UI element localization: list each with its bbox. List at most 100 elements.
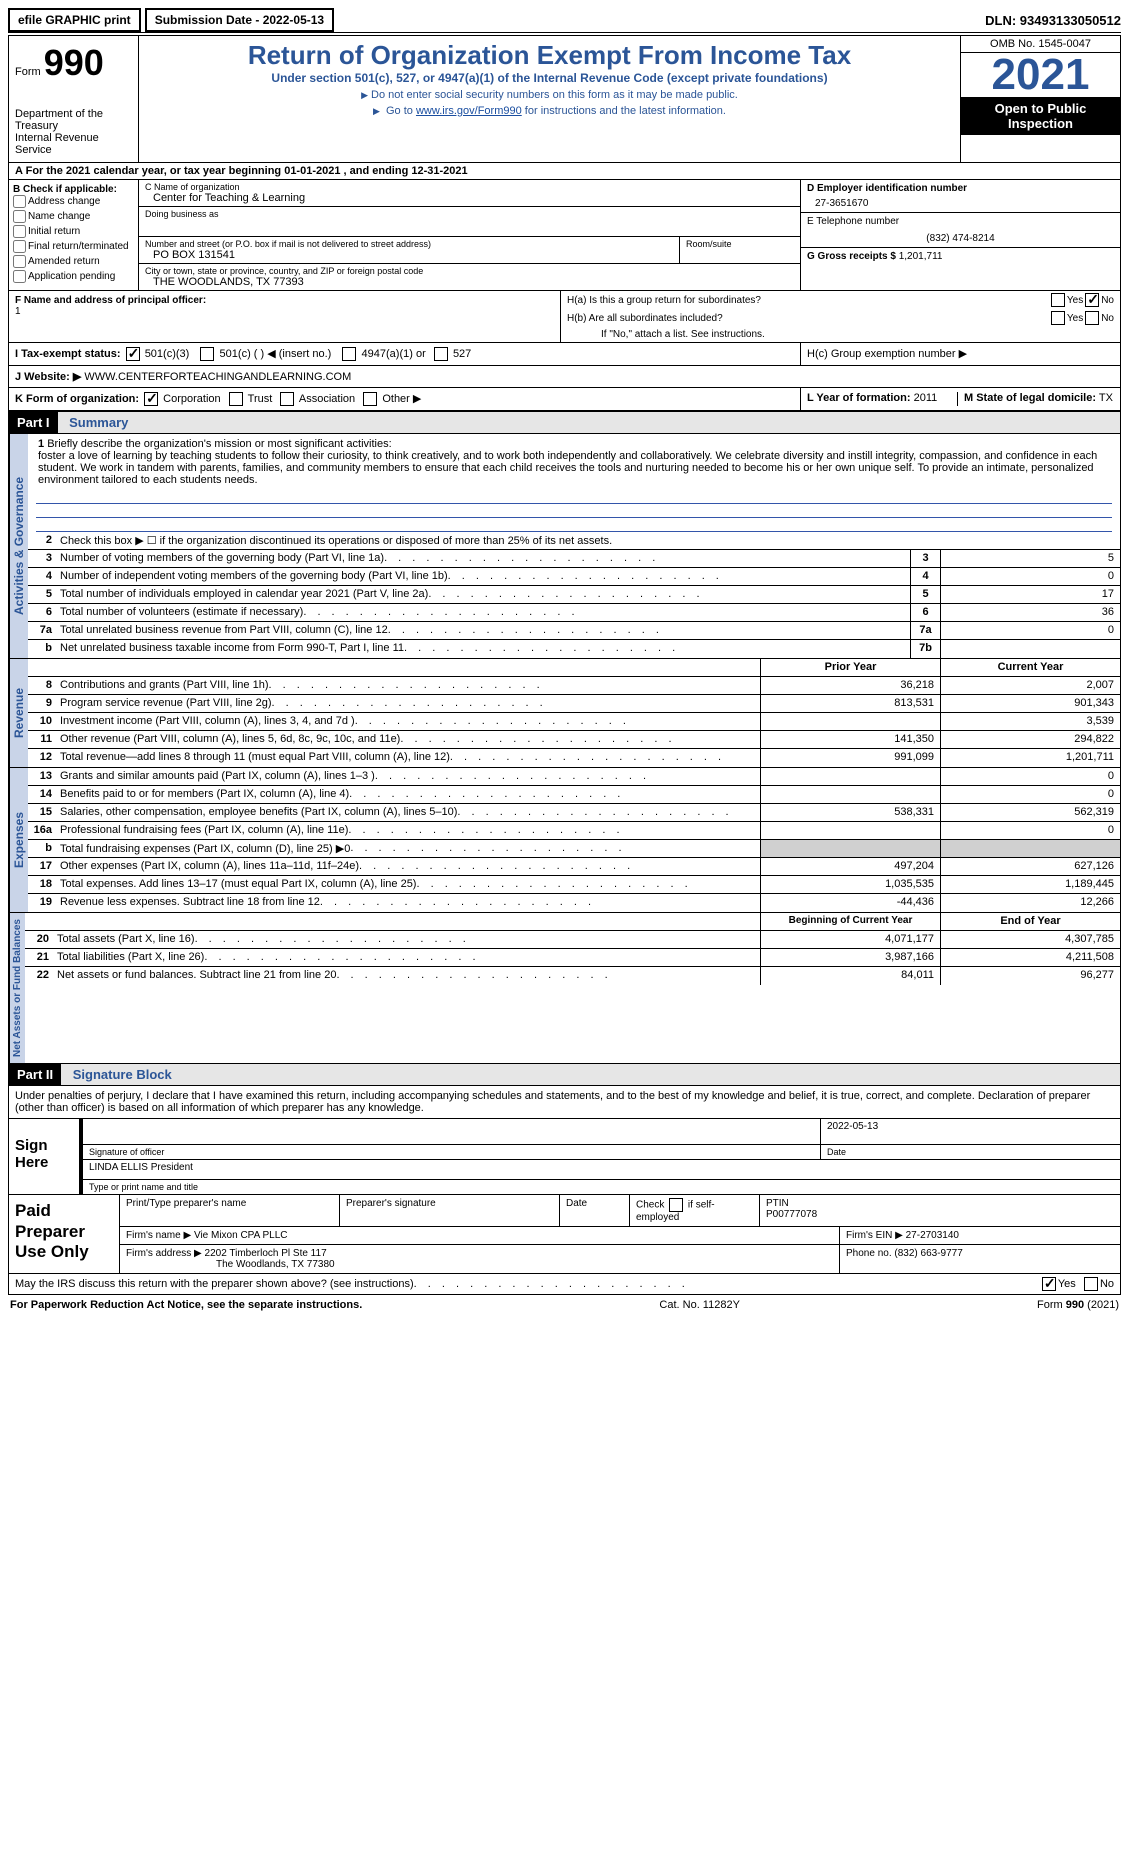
irs-link[interactable]: www.irs.gov/Form990: [416, 105, 522, 117]
firm-addr1: 2202 Timberloch Pl Ste 117: [205, 1248, 327, 1259]
self-employed: Check if self-employed: [630, 1195, 760, 1226]
chk-527[interactable]: [434, 347, 448, 361]
firm-ein-value: 27-2703140: [906, 1230, 959, 1241]
net-assets-section: Net Assets or Fund Balances Beginning of…: [8, 913, 1121, 1064]
paid-preparer-block: Paid Preparer Use Only Print/Type prepar…: [8, 1195, 1121, 1274]
chk-amended[interactable]: Amended return: [13, 255, 134, 268]
row-j: J Website: ▶ WWW.CENTERFORTEACHINGANDLEA…: [9, 366, 1120, 387]
part-2-header: Part II Signature Block: [8, 1064, 1121, 1086]
box-b: B Check if applicable: Address change Na…: [9, 180, 139, 290]
firm-name-value: Vie Mixon CPA PLLC: [194, 1230, 288, 1241]
ha-no[interactable]: [1085, 293, 1099, 307]
room-label: Room/suite: [686, 239, 794, 249]
hb-label: H(b) Are all subordinates included?: [567, 313, 1049, 324]
footer: For Paperwork Reduction Act Notice, see …: [8, 1295, 1121, 1315]
dba-label: Doing business as: [145, 209, 794, 219]
activities-governance-section: Activities & Governance 1 Briefly descri…: [8, 434, 1121, 659]
org-name-value: Center for Teaching & Learning: [145, 192, 794, 204]
table-row: 16aProfessional fundraising fees (Part I…: [28, 822, 1120, 840]
chk-4947[interactable]: [342, 347, 356, 361]
hb-yes[interactable]: [1051, 311, 1065, 325]
table-row: 13Grants and similar amounts paid (Part …: [28, 768, 1120, 786]
firm-ein-label: Firm's EIN ▶: [846, 1230, 903, 1241]
table-row: 5Total number of individuals employed in…: [28, 586, 1120, 604]
blank-line: [36, 490, 1112, 504]
table-row: 12Total revenue—add lines 8 through 11 (…: [28, 749, 1120, 767]
form-990-page: efile GRAPHIC print Submission Date - 20…: [0, 0, 1129, 1323]
sign-here-label: Sign Here: [9, 1119, 79, 1194]
efile-print-button[interactable]: efile GRAPHIC print: [8, 8, 141, 32]
chk-corp[interactable]: [144, 392, 158, 406]
dln-label: DLN: 93493133050512: [985, 13, 1121, 28]
discuss-row: May the IRS discuss this return with the…: [8, 1274, 1121, 1295]
table-row: 20Total assets (Part X, line 16)4,071,17…: [25, 931, 1120, 949]
box-f: F Name and address of principal officer:…: [9, 291, 560, 342]
table-row: 7aTotal unrelated business revenue from …: [28, 622, 1120, 640]
firm-phone-value: (832) 663-9777: [894, 1248, 962, 1259]
discuss-yes[interactable]: [1042, 1277, 1056, 1291]
expenses-section: Expenses 13Grants and similar amounts pa…: [8, 768, 1121, 913]
table-row: 19Revenue less expenses. Subtract line 1…: [28, 894, 1120, 912]
year-formation: 2011: [914, 392, 938, 404]
sig-date-label: Date: [820, 1145, 1120, 1159]
chk-501c[interactable]: [200, 347, 214, 361]
blank-line: [36, 518, 1112, 532]
ha-yes[interactable]: [1051, 293, 1065, 307]
firm-addr2: The Woodlands, TX 77380: [126, 1259, 335, 1270]
firm-phone-label: Phone no.: [846, 1248, 892, 1259]
chk-self-employed[interactable]: [669, 1198, 683, 1212]
table-row: 17Other expenses (Part IX, column (A), l…: [28, 858, 1120, 876]
chk-501c3[interactable]: [126, 347, 140, 361]
website-value: WWW.CENTERFORTEACHINGANDLEARNING.COM: [84, 371, 351, 383]
row-i: I Tax-exempt status: 501(c)(3) 501(c) ( …: [9, 343, 800, 365]
irs-label: Internal Revenue Service: [15, 132, 132, 156]
officer-label: F Name and address of principal officer:: [15, 295, 554, 306]
table-row: bNet unrelated business taxable income f…: [28, 640, 1120, 658]
line-1: 1 Briefly describe the organization's mi…: [28, 434, 1120, 490]
chk-app-pending[interactable]: Application pending: [13, 270, 134, 283]
header-title-block: Return of Organization Exempt From Incom…: [139, 36, 960, 162]
table-row: 10Investment income (Part VIII, column (…: [28, 713, 1120, 731]
chk-initial-return[interactable]: Initial return: [13, 225, 134, 238]
chk-assoc[interactable]: [280, 392, 294, 406]
prep-sig-label: Preparer's signature: [340, 1195, 560, 1226]
officer-name: LINDA ELLIS President: [83, 1160, 199, 1179]
table-row: 4Number of independent voting members of…: [28, 568, 1120, 586]
cat-no: Cat. No. 11282Y: [659, 1299, 740, 1311]
org-name-label: C Name of organization: [145, 182, 794, 192]
street-value: PO BOX 131541: [145, 249, 673, 261]
table-row: 9Program service revenue (Part VIII, lin…: [28, 695, 1120, 713]
form-footer: Form 990 (2021): [1037, 1299, 1119, 1311]
phone-label: E Telephone number: [807, 216, 1114, 227]
mission-text: foster a love of learning by teaching st…: [38, 450, 1097, 486]
revenue-section: Revenue Prior Year Current Year 8Contrib…: [8, 659, 1121, 768]
chk-trust[interactable]: [229, 392, 243, 406]
chk-final-return[interactable]: Final return/terminated: [13, 240, 134, 253]
discuss-no[interactable]: [1084, 1277, 1098, 1291]
submission-date-box: Submission Date - 2022-05-13: [145, 8, 334, 32]
chk-address-change[interactable]: Address change: [13, 195, 134, 208]
form-subtitle: Under section 501(c), 527, or 4947(a)(1)…: [143, 71, 956, 85]
col-end: End of Year: [940, 913, 1120, 930]
chk-name-change[interactable]: Name change: [13, 210, 134, 223]
hb-no[interactable]: [1085, 311, 1099, 325]
chk-other[interactable]: [363, 392, 377, 406]
hb-note: If "No," attach a list. See instructions…: [561, 327, 1120, 342]
state-domicile: TX: [1099, 392, 1113, 404]
row-lm: L Year of formation: 2011 M State of leg…: [800, 388, 1120, 410]
header-right: OMB No. 1545-0047 2021 Open to Public In…: [960, 36, 1120, 162]
box-b-title: B Check if applicable:: [13, 184, 134, 195]
city-label: City or town, state or province, country…: [145, 266, 794, 276]
box-degh: D Employer identification number 27-3651…: [800, 180, 1120, 290]
hc: H(c) Group exemption number ▶: [800, 343, 1120, 365]
ha-label: H(a) Is this a group return for subordin…: [567, 295, 1049, 306]
tab-revenue: Revenue: [9, 659, 28, 767]
box-c: C Name of organization Center for Teachi…: [139, 180, 800, 290]
table-row: 3Number of voting members of the governi…: [28, 550, 1120, 568]
officer-value: 1: [15, 306, 554, 317]
tab-expenses: Expenses: [9, 768, 28, 912]
paperwork-notice: For Paperwork Reduction Act Notice, see …: [10, 1299, 362, 1311]
table-row: 11Other revenue (Part VIII, column (A), …: [28, 731, 1120, 749]
header-left: Form 990 Department of the Treasury Inte…: [9, 36, 139, 162]
table-row: 18Total expenses. Add lines 13–17 (must …: [28, 876, 1120, 894]
